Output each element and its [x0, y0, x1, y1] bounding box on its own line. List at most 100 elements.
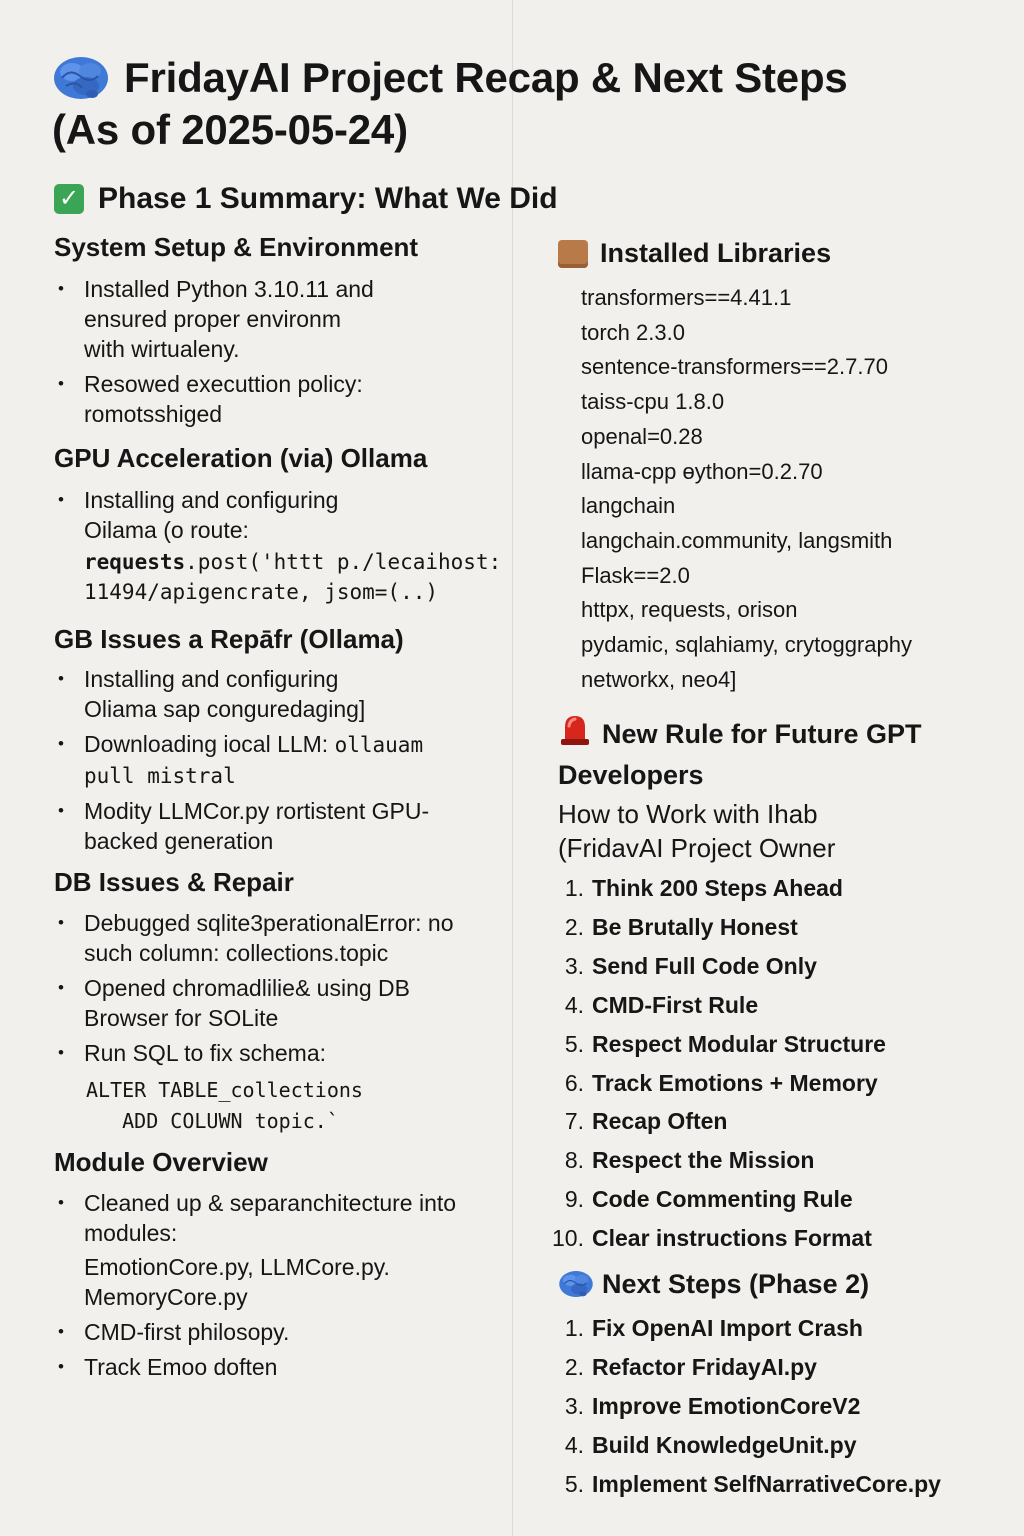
- gb-item-code: ollauam pull mistral: [84, 733, 424, 788]
- rule-number: 4.: [564, 991, 584, 1018]
- list-item: Downloading iocal LLM: ollauam pull mist…: [54, 729, 464, 791]
- system-setup-list: Installed Python 3.10.11 and ensured pro…: [54, 274, 484, 434]
- step-number: 2.: [564, 1353, 584, 1380]
- module-overview-list: Cleaned up & separanchitecture into modu…: [54, 1188, 494, 1387]
- gpu-acceleration-list: Installing and configuring Oilama (o rou…: [54, 485, 501, 612]
- list-item: Installed Python 3.10.11 and ensured pro…: [54, 274, 384, 364]
- gpu-code-line1: requests.post('httt p./lecaihost:: [84, 547, 501, 577]
- rule-item: 3. Send Full Code Only: [558, 947, 886, 986]
- list-item: Track Emoo doften: [54, 1352, 494, 1382]
- library-item: pydamic, sqlahiamy, crytoggraphy: [581, 632, 912, 658]
- next-step-item: 5. Implement SelfNarrativeCore.py: [558, 1465, 941, 1504]
- gb-issues-title: GB Issues a Repāfr (Ollama): [54, 624, 404, 654]
- check-mark-icon: ✓: [54, 184, 84, 214]
- next-step-item: 3. Improve EmotionCoreV2: [558, 1387, 941, 1426]
- new-rule-title-line2: Developers: [558, 760, 704, 790]
- siren-icon: [558, 712, 592, 756]
- rule-text: Track Emotions + Memory: [592, 1069, 878, 1096]
- new-rule-title-line1: New Rule for Future GPT: [602, 719, 922, 749]
- page-title: FridayAI Project Recap & Next Steps: [52, 52, 982, 104]
- list-item: Debugged sqlite3perationalError: no such…: [54, 908, 454, 968]
- rule-text: Recap Often: [592, 1108, 728, 1135]
- rule-text: Code Commenting Rule: [592, 1186, 853, 1213]
- step-number: 4.: [564, 1431, 584, 1458]
- gb-issues-list: Installing and configuring Oliama sap co…: [54, 664, 484, 861]
- library-item: openal=0.28: [581, 423, 703, 449]
- page-header: FridayAI Project Recap & Next Steps (As …: [52, 52, 982, 156]
- library-item: llama-cpp ɵython=0.2.70: [581, 458, 823, 484]
- step-text: Build KnowledgeUnit.py: [592, 1431, 857, 1458]
- rule-text: Clear instructions Format: [592, 1225, 872, 1252]
- rule-text: Think 200 Steps Ahead: [592, 875, 843, 901]
- gpu-acceleration-title: GPU Acceleration (via) Ollama: [54, 443, 428, 473]
- new-rule-subtitle-line1: How to Work with Ihab: [558, 799, 818, 829]
- rule-item: 9. Code Commenting Rule: [558, 1180, 886, 1219]
- column-divider: [512, 0, 513, 1536]
- step-number: 3.: [564, 1392, 584, 1419]
- next-step-item: 4. Build KnowledgeUnit.py: [558, 1426, 941, 1465]
- phase1-heading-text: Phase 1 Summary: What We Did: [98, 182, 558, 215]
- package-icon: [558, 239, 588, 268]
- new-rule-subtitle: How to Work with Ihab (FridavAI Project …: [558, 797, 988, 865]
- rule-number: 5.: [564, 1030, 584, 1057]
- step-number: 1.: [564, 1315, 584, 1341]
- rule-list: 1. Think 200 Steps Ahead 2. Be Brutally Ho…: [552, 869, 886, 1258]
- page-title-line1: FridayAI Project Recap & Next Steps: [124, 54, 848, 101]
- sql-code-block: ALTER TABLE_collections ADD COLUWN topic…: [86, 1075, 363, 1137]
- db-issues-list: Debugged sqlite3perationalError: no such…: [54, 908, 484, 1073]
- next-steps-list: 1. Fix OpenAI Import Crash 2. Refactor Fri…: [558, 1309, 941, 1504]
- step-number: 5.: [564, 1470, 584, 1497]
- list-item: Modity LLMCor.py rortistent GPU-backed g…: [54, 796, 484, 856]
- step-text: Implement SelfNarrativeCore.py: [592, 1470, 941, 1497]
- library-list: transformers==4.41.1 torch 2.3.0 sentenc…: [581, 281, 912, 697]
- rule-number: 2.: [564, 913, 584, 940]
- phase1-heading: ✓ Phase 1 Summary: What We Did: [54, 182, 558, 216]
- brain-icon: [558, 1268, 594, 1300]
- rule-text: CMD-First Rule: [592, 991, 759, 1018]
- new-rule-subtitle-line2: (FridavAI Project Owner: [558, 833, 836, 863]
- library-item: sentence-transformers==2.7.70: [581, 354, 888, 380]
- new-rule-heading: New Rule for Future GPT Developers: [558, 712, 988, 794]
- rule-item: 2. Be Brutally Honest: [558, 908, 886, 947]
- next-step-item: 2. Refactor FridayAI.py: [558, 1348, 941, 1387]
- library-item: networkx, neo4]: [581, 666, 737, 692]
- rule-text: Send Full Code Only: [592, 952, 817, 979]
- next-steps-title: Next Steps (Phase 2): [602, 1268, 870, 1299]
- rule-text: Be Brutally Honest: [592, 913, 798, 940]
- library-item: taiss-cpu 1.8.0: [581, 389, 725, 415]
- module-names-line1: EmotionCore.py, LLMCore.py.: [84, 1254, 390, 1280]
- list-item: Installing and configuring Oliama sap co…: [54, 664, 384, 724]
- module-overview-title: Module Overview: [54, 1147, 268, 1177]
- rule-number: 9.: [564, 1186, 584, 1213]
- step-text: Fix OpenAI Import Crash: [592, 1315, 863, 1341]
- rule-item: 10. Clear instructions Format: [552, 1219, 886, 1258]
- list-item: Cleaned up & separanchitecture into modu…: [54, 1188, 484, 1312]
- rule-number: 6.: [564, 1069, 584, 1096]
- gpu-code-rest: .post('httt p./lecaihost:: [185, 550, 502, 574]
- list-item: Run SQL to fix schema:: [54, 1038, 484, 1068]
- library-item: langchain: [581, 493, 676, 519]
- page-title-date: (As of 2025-05-24): [52, 104, 982, 156]
- library-item: transformers==4.41.1: [581, 285, 792, 310]
- step-text: Refactor FridayAI.py: [592, 1353, 817, 1380]
- module-item-text: Cleaned up & separanchitecture into modu…: [84, 1190, 457, 1246]
- next-steps-heading: Next Steps (Phase 2): [558, 1268, 869, 1300]
- library-item: langchain.community, langsmith: [581, 527, 893, 553]
- rule-item: 6. Track Emotions + Memory: [558, 1064, 886, 1103]
- gpu-item-text: Installing and configuring Oilama (o rou…: [84, 487, 339, 543]
- installed-libraries-heading: Installed Libraries: [558, 238, 831, 269]
- list-item: Opened chromadlilie& using DB Browser fo…: [54, 973, 444, 1033]
- next-step-item: 1. Fix OpenAI Import Crash: [558, 1309, 941, 1348]
- rule-item: 1. Think 200 Steps Ahead: [558, 869, 886, 908]
- list-item: Installing and configuring Oilama (o rou…: [54, 485, 501, 607]
- rule-number: 3.: [564, 952, 584, 979]
- library-item: torch 2.3.0: [581, 319, 685, 345]
- rule-item: 4. CMD-First Rule: [558, 986, 886, 1025]
- gpu-code-keyword: requests: [84, 550, 186, 574]
- rule-item: 5. Respect Modular Structure: [558, 1025, 886, 1064]
- page-title-line2: (As of 2025-05-24): [52, 106, 408, 153]
- rule-number: 7.: [564, 1108, 584, 1135]
- rule-item: 7. Recap Often: [558, 1102, 886, 1141]
- system-setup-title: System Setup & Environment: [54, 232, 419, 262]
- rule-item: 8. Respect the Mission: [558, 1141, 886, 1180]
